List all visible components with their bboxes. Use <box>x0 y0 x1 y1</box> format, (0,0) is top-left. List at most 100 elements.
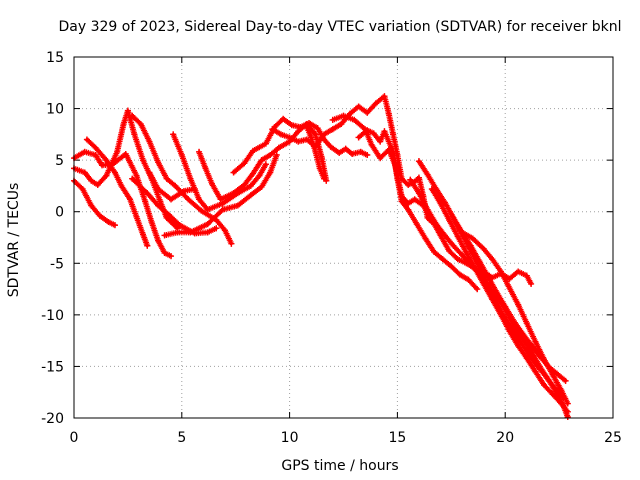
data-point <box>433 221 440 228</box>
data-point <box>249 147 256 154</box>
data-point <box>497 268 504 275</box>
data-point <box>390 131 397 138</box>
data-point <box>241 160 248 167</box>
data-point <box>469 235 476 242</box>
data-point <box>448 211 455 218</box>
data-point <box>144 190 151 197</box>
y-tick-label: 0 <box>55 205 64 221</box>
data-point <box>465 276 472 283</box>
data-point <box>174 229 181 236</box>
x-tick-label: 20 <box>496 430 514 446</box>
data-point <box>439 256 446 263</box>
data-point <box>465 243 472 250</box>
data-point <box>346 110 353 117</box>
data-point <box>96 212 103 219</box>
data-point <box>230 190 237 197</box>
data-point <box>528 341 535 348</box>
data-point <box>532 368 539 375</box>
data-point <box>329 126 336 133</box>
data-point <box>493 289 500 296</box>
data-point <box>139 157 146 164</box>
data-point <box>94 181 101 188</box>
data-point <box>450 242 457 249</box>
data-point <box>129 175 136 182</box>
data-point <box>541 356 548 363</box>
data-point <box>277 131 284 138</box>
data-point <box>338 121 345 128</box>
data-point <box>217 196 224 203</box>
data-point <box>459 252 466 259</box>
data-point <box>142 198 149 205</box>
data-point <box>92 144 99 151</box>
data-point <box>168 253 175 260</box>
data-point <box>155 186 162 193</box>
data-point <box>407 176 414 183</box>
series-track-14 <box>355 127 481 293</box>
data-point <box>553 370 560 377</box>
data-point <box>275 144 282 151</box>
data-point <box>247 182 254 189</box>
data-point <box>88 202 95 209</box>
data-point <box>489 256 496 263</box>
data-point <box>198 207 205 214</box>
data-point <box>92 151 99 158</box>
data-point <box>491 295 498 302</box>
data-point <box>528 280 535 287</box>
data-point <box>204 206 211 213</box>
data-point <box>564 413 571 420</box>
data-point <box>178 151 185 158</box>
data-point <box>340 112 347 119</box>
data-series <box>71 93 571 420</box>
data-point <box>437 200 444 207</box>
data-point <box>204 221 211 228</box>
data-point <box>390 148 397 155</box>
data-point <box>564 400 571 407</box>
data-point <box>105 219 112 226</box>
chart-title: Day 329 of 2023, Sidereal Day-to-day VTE… <box>59 19 622 35</box>
data-point <box>413 221 420 228</box>
data-point <box>316 165 323 172</box>
series-track-8 <box>146 169 198 203</box>
data-point <box>351 116 358 123</box>
data-point <box>364 109 371 116</box>
data-point <box>523 272 530 279</box>
y-tick-label: 15 <box>46 50 64 66</box>
series-track-7 <box>170 131 269 213</box>
data-point <box>428 186 435 193</box>
data-point <box>122 150 129 157</box>
axis-ticks: 0 5 10 15 20 25 -20 -15 -10 -5 0 5 10 15 <box>41 50 622 446</box>
data-point <box>381 128 388 135</box>
data-point <box>517 338 524 345</box>
data-point <box>349 150 356 157</box>
data-point <box>208 180 215 187</box>
data-point <box>474 260 481 267</box>
y-tick-label: -20 <box>41 411 64 427</box>
data-point <box>558 400 565 407</box>
data-point <box>241 181 248 188</box>
data-point <box>213 225 220 232</box>
data-point <box>196 148 203 155</box>
data-point <box>446 247 453 254</box>
data-point <box>172 182 179 189</box>
data-point <box>456 271 463 278</box>
data-point <box>534 363 541 370</box>
data-point <box>312 148 319 155</box>
data-point <box>355 103 362 110</box>
data-point <box>506 275 513 282</box>
data-point <box>303 124 310 131</box>
data-point <box>269 126 276 133</box>
data-point <box>394 175 401 182</box>
data-point <box>415 190 422 197</box>
data-point <box>564 408 571 415</box>
data-point <box>314 125 321 132</box>
data-point <box>549 391 556 398</box>
data-point <box>148 219 155 226</box>
data-point <box>405 181 412 188</box>
series-track-10 <box>196 121 330 203</box>
data-point <box>370 130 377 137</box>
data-point <box>133 213 140 220</box>
data-point <box>139 231 146 238</box>
series-trace <box>331 114 533 286</box>
series-track-9 <box>161 151 280 239</box>
x-tick-label: 5 <box>177 430 186 446</box>
